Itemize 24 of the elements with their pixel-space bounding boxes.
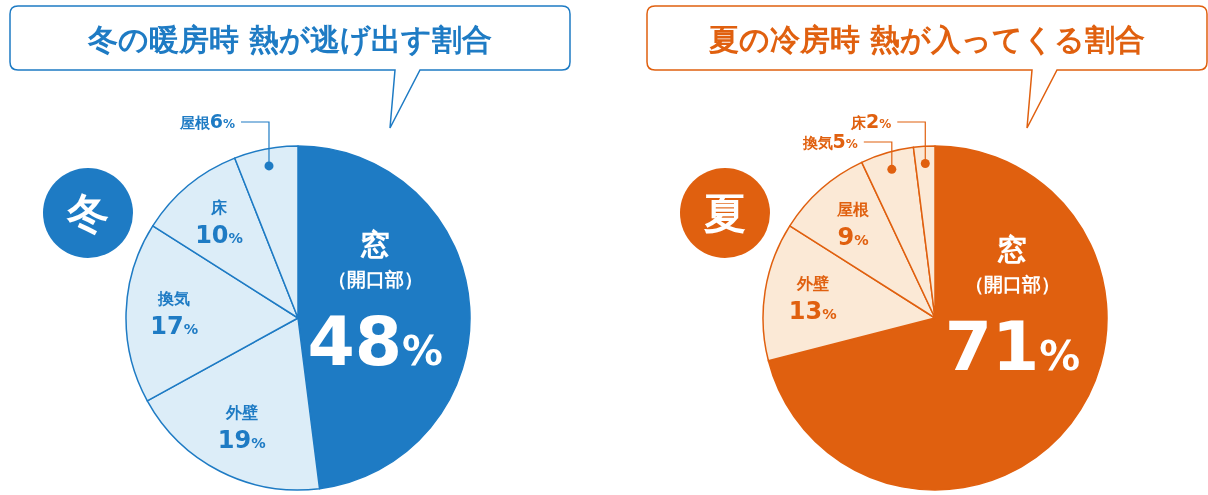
- data-label: 13%: [788, 296, 837, 325]
- slice-label: 屋根: [836, 200, 871, 220]
- slice-label: 床: [850, 114, 868, 132]
- slice-label: 屋根: [178, 114, 211, 132]
- slice-label: 窓（開口部）: [327, 227, 423, 291]
- data-label: 48%: [307, 302, 444, 382]
- slice-label: 換気: [157, 289, 191, 309]
- slice-label: 床: [210, 197, 229, 217]
- data-label: 5%: [832, 130, 858, 152]
- text: 夏: [704, 189, 746, 238]
- data-label: 9%: [837, 223, 869, 252]
- data-label: 10%: [195, 220, 243, 249]
- data-label: 6%: [209, 110, 235, 132]
- data-label: 17%: [150, 312, 199, 341]
- data-label: 71%: [944, 307, 1081, 386]
- data-label: 2%: [866, 110, 892, 132]
- chart-title: 夏の冷房時 熱が入ってくる割合: [707, 22, 1146, 57]
- slice-label: 外壁: [224, 403, 258, 423]
- slice-label: 外壁: [795, 273, 829, 293]
- text: 冬: [66, 189, 109, 238]
- data-label: 19%: [217, 426, 266, 455]
- slice-label: 換気: [801, 134, 833, 152]
- chart-title: 冬の暖房時 熱が逃げ出す割合: [86, 22, 493, 57]
- slice-label: 窓（開口部）: [964, 232, 1060, 295]
